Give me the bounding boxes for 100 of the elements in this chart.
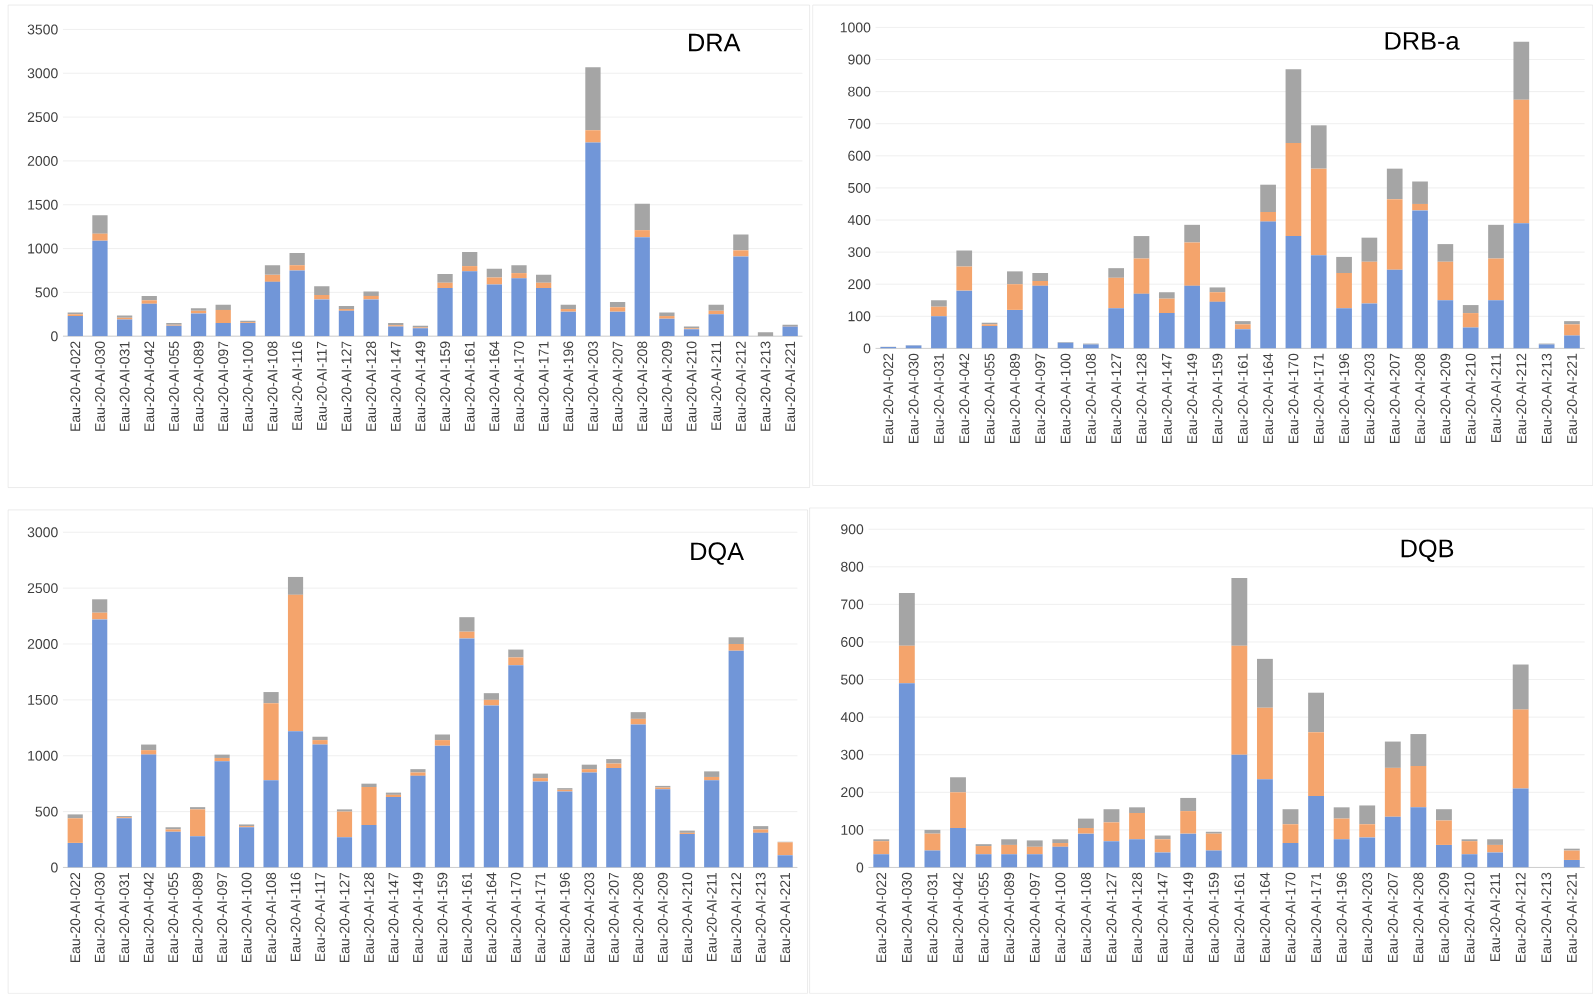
x-tick-label: Eau-20-AI-100 xyxy=(241,872,252,963)
x-tick-label: Eau-20-AI-108 xyxy=(1080,872,1091,963)
x-tick-label: Eau-20-AI-089 xyxy=(192,873,203,963)
y-tick-label: 100 xyxy=(848,311,871,322)
x-tick-label: Eau-20-AI-212 xyxy=(1516,354,1527,444)
chart-title: DQB xyxy=(1401,539,1454,563)
x-tick-label: Eau-20-AI-127 xyxy=(1111,354,1122,444)
y-tick-label: 400 xyxy=(847,215,871,226)
y-tick-label: 200 xyxy=(841,787,864,798)
x-tick-label: Eau-20-AI-196 xyxy=(559,872,570,963)
y-tick-label: 300 xyxy=(848,247,871,258)
y-tick-label: 800 xyxy=(848,86,871,97)
x-tick-label: Eau-20-AI-147 xyxy=(388,873,399,963)
y-tick-label: 1000 xyxy=(840,22,871,33)
x-tick-label: Eau-20-AI-209 xyxy=(657,873,668,963)
x-tick-label: Eau-20-AI-161 xyxy=(464,341,475,431)
x-tick-label: Eau-20-AI-211 xyxy=(706,873,717,962)
x-tick-label: Eau-20-AI-209 xyxy=(1440,353,1451,444)
x-tick-label: Eau-20-AI-196 xyxy=(1339,353,1350,444)
x-tick-label: Eau-20-AI-116 xyxy=(292,341,303,430)
x-tick-label: Eau-20-AI-221 xyxy=(780,873,791,963)
x-tick-label: Eau-20-AI-207 xyxy=(1389,354,1400,444)
x-tick-label: Eau-20-AI-128 xyxy=(366,341,377,431)
x-tick-label: Eau-20-AI-108 xyxy=(266,872,277,963)
x-tick-label: Eau-20-AI-208 xyxy=(633,872,644,963)
x-tick-label: Eau-20-AI-031 xyxy=(119,341,130,431)
x-tick-label: Eau-20-AI-196 xyxy=(1336,872,1347,963)
y-tick-label: 1000 xyxy=(28,750,58,761)
x-tick-label: Eau-20-AI-055 xyxy=(168,872,179,963)
y-tick-label: 600 xyxy=(841,637,864,648)
x-tick-label: Eau-20-AI-213 xyxy=(755,872,766,963)
y-tick-label: 400 xyxy=(840,712,864,723)
x-tick-label: Eau-20-AI-164 xyxy=(1259,872,1270,963)
x-tick-label: Eau-20-AI-170 xyxy=(1288,353,1299,444)
y-tick-label: 700 xyxy=(841,599,864,610)
y-tick-label: 2500 xyxy=(27,112,58,123)
y-tick-label: 1500 xyxy=(28,199,58,210)
x-tick-label: Eau-20-AI-171 xyxy=(535,873,546,963)
y-tick-label: 0 xyxy=(856,862,864,873)
x-tick-label: Eau-20-AI-042 xyxy=(959,354,970,444)
y-tick-label: 2000 xyxy=(27,639,58,650)
x-tick-label: Eau-20-AI-212 xyxy=(735,341,746,431)
x-tick-label: Eau-20-AI-147 xyxy=(1161,354,1172,444)
x-tick-label: Eau-20-AI-212 xyxy=(731,873,742,963)
y-tick-label: 3000 xyxy=(27,68,58,79)
x-tick-label: Eau-20-AI-117 xyxy=(316,341,327,430)
y-tick-label: 800 xyxy=(841,562,864,572)
x-tick-label: Eau-20-AI-128 xyxy=(1132,872,1142,963)
x-tick-label: Eau-20-AI-210 xyxy=(1464,872,1475,963)
x-tick-label: Eau-20-AI-159 xyxy=(1212,353,1223,444)
x-tick-label: Eau-20-AI-042 xyxy=(143,873,154,963)
x-tick-label: Eau-20-AI-170 xyxy=(514,341,524,431)
y-tick-label: 500 xyxy=(35,287,58,298)
x-tick-label: Eau-20-AI-031 xyxy=(933,353,944,444)
x-tick-label: Eau-20-AI-149 xyxy=(1183,873,1194,963)
x-tick-label: Eau-20-AI-055 xyxy=(978,872,989,963)
x-tick-label: Eau-20-AI-210 xyxy=(686,341,697,431)
chart-title: DQA xyxy=(691,542,744,566)
y-tick-label: 3500 xyxy=(27,24,58,35)
x-tick-label: Eau-20-AI-164 xyxy=(486,872,497,963)
x-tick-label: Eau-20-AI-089 xyxy=(193,341,204,431)
y-tick-label: 200 xyxy=(848,279,871,290)
x-tick-label: Eau-20-AI-164 xyxy=(1263,353,1274,444)
x-tick-label: Eau-20-AI-147 xyxy=(390,341,401,431)
x-tick-label: Eau-20-AI-207 xyxy=(608,873,619,963)
x-tick-label: Eau-20-AI-211 xyxy=(1490,873,1501,962)
x-tick-label: Eau-20-AI-210 xyxy=(682,872,693,963)
y-tick-label: 3000 xyxy=(27,527,58,538)
x-tick-label: Eau-20-AI-159 xyxy=(1208,873,1219,963)
x-tick-label: Eau-20-AI-161 xyxy=(461,873,472,963)
x-tick-label: Eau-20-AI-203 xyxy=(588,341,598,431)
x-tick-label: Eau-20-AI-170 xyxy=(1285,872,1296,963)
x-tick-label: Eau-20-AI-203 xyxy=(1364,353,1375,444)
x-tick-label: Eau-20-AI-210 xyxy=(1465,353,1476,444)
x-tick-label: Eau-20-AI-211 xyxy=(1491,353,1501,443)
x-tick-label: Eau-20-AI-108 xyxy=(1085,353,1096,444)
x-tick-label: Eau-20-AI-203 xyxy=(1362,872,1373,963)
y-tick-label: 1000 xyxy=(28,243,58,254)
x-tick-label: Eau-20-AI-159 xyxy=(437,873,448,963)
x-tick-label: Eau-20-AI-030 xyxy=(908,353,919,444)
x-tick-label: Eau-20-AI-022 xyxy=(876,873,887,963)
x-tick-label: Eau-20-AI-164 xyxy=(489,341,500,431)
x-tick-label: Eau-20-AI-031 xyxy=(927,873,938,963)
x-tick-label: Eau-20-AI-209 xyxy=(661,341,672,431)
y-tick-label: 600 xyxy=(848,151,871,161)
x-tick-label: Eau-20-AI-213 xyxy=(760,341,771,431)
x-tick-label: Eau-20-AI-128 xyxy=(1136,353,1147,444)
x-tick-label: Eau-20-AI-221 xyxy=(1566,873,1577,963)
x-tick-label: Eau-20-AI-127 xyxy=(339,873,350,963)
x-tick-label: Eau-20-AI-209 xyxy=(1439,873,1449,963)
x-tick-label: Eau-20-AI-207 xyxy=(1387,873,1398,963)
x-tick-label: Eau-20-AI-196 xyxy=(563,341,574,431)
x-tick-label: Eau-20-AI-022 xyxy=(70,873,81,963)
x-tick-label: Eau-20-AI-213 xyxy=(1541,353,1552,444)
x-tick-label: Eau-20-AI-159 xyxy=(440,341,451,431)
x-tick-label: Eau-20-AI-212 xyxy=(1515,873,1526,963)
x-tick-label: Eau-20-AI-042 xyxy=(144,341,155,431)
x-tick-label: Eau-20-AI-030 xyxy=(94,872,105,963)
y-tick-label: 300 xyxy=(840,749,864,760)
x-tick-label: Eau-20-AI-097 xyxy=(218,341,229,431)
